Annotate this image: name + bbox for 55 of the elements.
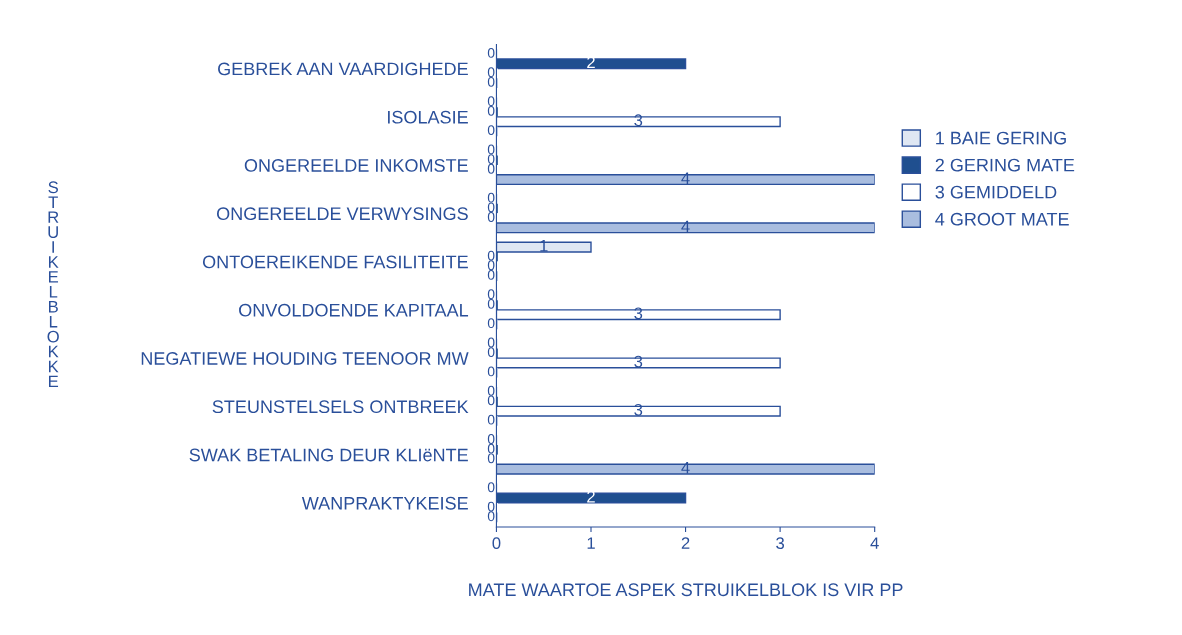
legend-label: 3 GEMIDDELD [935, 185, 1057, 199]
data-label: 0 [487, 501, 495, 512]
y-tick-label: GEBREK AAN VAARDIGHEDE [218, 62, 468, 76]
legend-label: 2 GERING MATE [935, 158, 1075, 172]
legend-label: 4 GROOT MATE [935, 212, 1069, 226]
x-tick-label: 1 [587, 537, 595, 549]
data-label: 0 [487, 414, 495, 425]
data-label: 0 [487, 289, 495, 300]
data-label: 0 [487, 192, 495, 203]
x-tick-label: 4 [870, 537, 879, 549]
y-tick-label: SWAK BETALING DEUR KLIëNTE [189, 448, 468, 462]
data-label: 3 [634, 114, 643, 127]
x-tick-label: 3 [776, 537, 785, 550]
data-label: 0 [487, 250, 495, 261]
y-tick-label: ONTOEREIKENDE FASILITEITE [202, 255, 468, 269]
data-label: 0 [487, 163, 495, 174]
data-label: 0 [487, 482, 495, 493]
data-label: 3 [634, 355, 643, 368]
y-tick-label: NEGATIEWE HOUDING TEENOOR MW [141, 352, 469, 365]
data-label: 0 [487, 96, 495, 107]
data-label: 0 [487, 395, 495, 406]
y-tick-label: ONVOLDOENDE KAPITAAL [239, 303, 469, 317]
x-tick-label: 2 [681, 537, 690, 549]
x-tick-label: 0 [492, 537, 501, 550]
y-tick-label: STEUNSTELSELS ONTBREEK [212, 400, 469, 414]
text: STRUIKELBLOKKE [47, 181, 59, 388]
y-tick-label: ISOLASIE [388, 110, 468, 124]
data-label: 0 [487, 337, 495, 348]
data-label: 4 [681, 220, 690, 233]
data-label: 0 [487, 298, 495, 309]
data-label: 3 [634, 307, 643, 320]
data-label: 0 [487, 443, 495, 454]
data-label: 0 [487, 144, 495, 155]
data-label: 0 [487, 212, 495, 222]
legend-label: 1 BAIE GERING [936, 131, 1066, 145]
x-axis-title: MATE WAARTOE ASPEK STRUIKELBLOK IS VIR PP [469, 583, 903, 597]
data-label: 0 [487, 48, 495, 58]
data-label: 0 [487, 385, 495, 396]
data-label: 0 [487, 366, 495, 377]
data-label: 0 [487, 269, 495, 280]
data-label: 0 [487, 260, 495, 271]
y-tick-label: ONGEREELDE VERWYSINGS [217, 207, 468, 221]
data-label: 0 [487, 347, 495, 358]
data-label: 0 [487, 511, 495, 522]
data-label: 0 [487, 318, 495, 329]
data-label: 0 [487, 105, 495, 116]
data-label: 0 [487, 434, 495, 444]
data-label: 0 [487, 76, 495, 87]
data-label: 0 [487, 154, 495, 164]
data-label: 0 [487, 202, 495, 213]
y-tick-label: WANPRAKTYKEISE [301, 496, 468, 510]
y-tick-label: ONGEREELDE INKOMSTE [244, 159, 468, 172]
data-label: 0 [487, 453, 495, 464]
data-label: 0 [487, 67, 495, 78]
data-label: 0 [487, 125, 495, 136]
